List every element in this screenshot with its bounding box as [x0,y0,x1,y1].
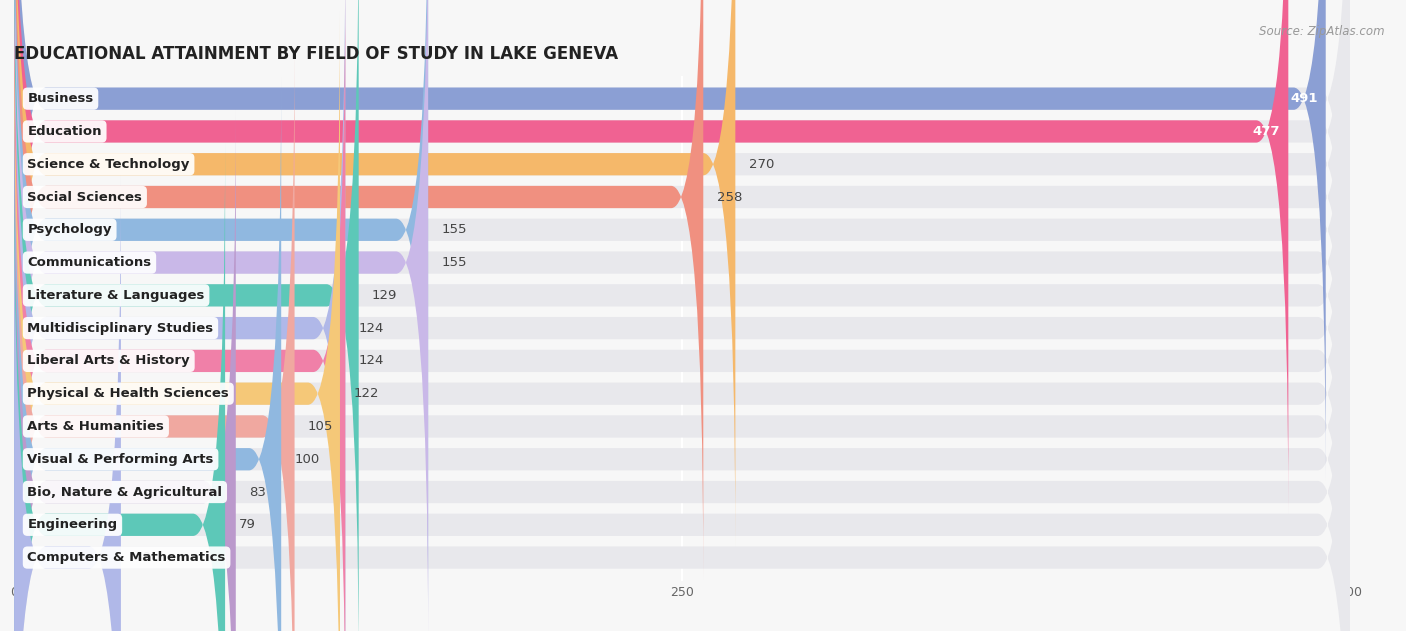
Text: 477: 477 [1253,125,1281,138]
FancyBboxPatch shape [14,0,346,631]
Text: 122: 122 [353,387,378,400]
FancyBboxPatch shape [14,0,1350,612]
FancyBboxPatch shape [14,0,429,612]
Text: 124: 124 [359,355,384,367]
Text: Psychology: Psychology [28,223,112,236]
Text: 124: 124 [359,322,384,334]
Text: 258: 258 [717,191,742,204]
Text: Physical & Health Sciences: Physical & Health Sciences [28,387,229,400]
FancyBboxPatch shape [14,77,281,631]
FancyBboxPatch shape [14,11,340,631]
Text: Business: Business [28,92,94,105]
FancyBboxPatch shape [14,44,1350,631]
Text: 129: 129 [373,289,398,302]
Text: 40: 40 [135,551,150,564]
Text: Engineering: Engineering [28,518,118,531]
Text: Education: Education [28,125,101,138]
Text: Bio, Nature & Agricultural: Bio, Nature & Agricultural [28,485,222,498]
Text: 83: 83 [249,485,266,498]
FancyBboxPatch shape [14,143,225,631]
FancyBboxPatch shape [14,175,121,631]
FancyBboxPatch shape [14,0,1350,481]
Text: Computers & Mathematics: Computers & Mathematics [28,551,226,564]
Text: Literature & Languages: Literature & Languages [28,289,205,302]
Text: Source: ZipAtlas.com: Source: ZipAtlas.com [1260,25,1385,38]
FancyBboxPatch shape [14,0,1350,631]
Text: 491: 491 [1291,92,1317,105]
Text: EDUCATIONAL ATTAINMENT BY FIELD OF STUDY IN LAKE GENEVA: EDUCATIONAL ATTAINMENT BY FIELD OF STUDY… [14,45,619,63]
FancyBboxPatch shape [14,44,295,631]
FancyBboxPatch shape [14,77,1350,631]
Text: Multidisciplinary Studies: Multidisciplinary Studies [28,322,214,334]
FancyBboxPatch shape [14,0,1350,514]
FancyBboxPatch shape [14,0,359,631]
FancyBboxPatch shape [14,143,1350,631]
Text: Social Sciences: Social Sciences [28,191,142,204]
Text: Communications: Communications [28,256,152,269]
FancyBboxPatch shape [14,110,1350,631]
Text: Visual & Performing Arts: Visual & Performing Arts [28,452,214,466]
Text: 100: 100 [295,452,319,466]
Text: 79: 79 [239,518,256,531]
Text: 270: 270 [749,158,775,171]
FancyBboxPatch shape [14,110,236,631]
FancyBboxPatch shape [14,0,346,631]
FancyBboxPatch shape [14,0,1350,631]
FancyBboxPatch shape [14,0,1350,631]
FancyBboxPatch shape [14,0,1350,579]
FancyBboxPatch shape [14,0,703,579]
FancyBboxPatch shape [14,0,735,546]
Text: Science & Technology: Science & Technology [28,158,190,171]
FancyBboxPatch shape [14,0,1350,631]
FancyBboxPatch shape [14,175,1350,631]
FancyBboxPatch shape [14,0,1326,481]
Text: 105: 105 [308,420,333,433]
FancyBboxPatch shape [14,11,1350,631]
Text: Liberal Arts & History: Liberal Arts & History [28,355,190,367]
FancyBboxPatch shape [14,0,1288,514]
Text: 155: 155 [441,223,467,236]
FancyBboxPatch shape [14,0,1350,546]
Text: Arts & Humanities: Arts & Humanities [28,420,165,433]
FancyBboxPatch shape [14,0,429,631]
Text: 155: 155 [441,256,467,269]
